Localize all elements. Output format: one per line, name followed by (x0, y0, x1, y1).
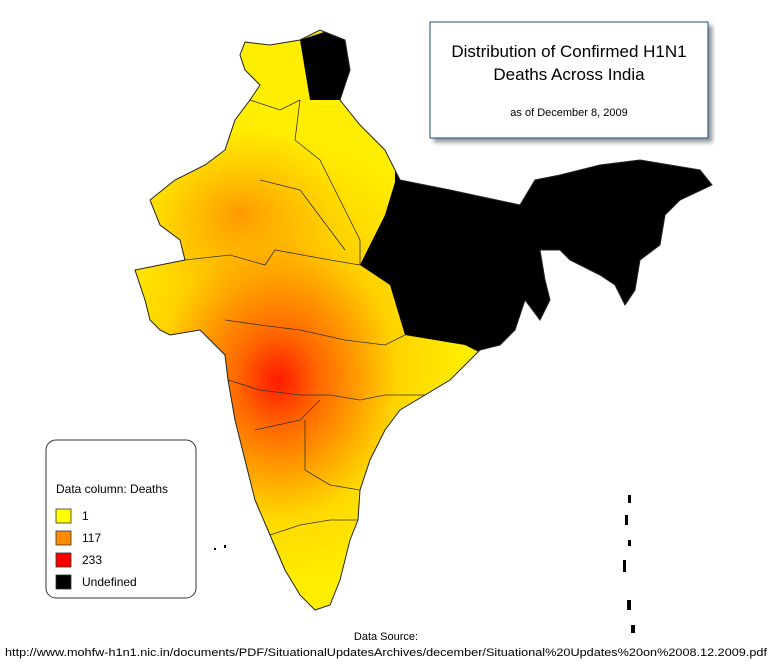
legend-label: 1 (82, 509, 89, 523)
legend-title: Data column: Deaths (56, 482, 168, 496)
legend-swatch (55, 508, 72, 524)
legend-box (45, 439, 197, 599)
subtitle: as of December 8, 2009 (510, 107, 627, 119)
legend-label: Undefined (82, 575, 137, 589)
legend-swatch (55, 574, 72, 590)
legend-swatch (55, 552, 72, 568)
legend-items: 1 117 233 Undefined (55, 508, 137, 590)
title-line: Deaths Across India (493, 65, 645, 84)
source-label: Data Source: (354, 631, 418, 643)
legend-swatch (55, 530, 72, 546)
source-url: http://www.mohfw-h1n1.nic.in/documents/P… (5, 647, 768, 659)
title-box (429, 21, 709, 139)
legend-label: 233 (82, 553, 102, 567)
title-line: Distribution of Confirmed H1N1 (451, 42, 686, 61)
legend-label: 117 (82, 531, 101, 545)
islands (214, 495, 635, 633)
